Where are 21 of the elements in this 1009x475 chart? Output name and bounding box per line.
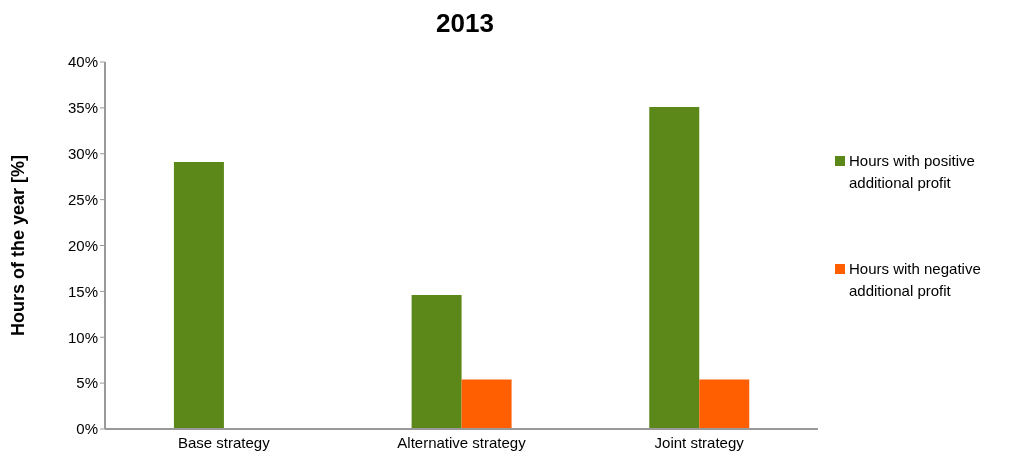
y-tick-label: 15% — [67, 282, 98, 300]
y-tick-label: 30% — [67, 145, 98, 163]
y-tick-label: 20% — [67, 236, 98, 254]
legend-label: Hours with positive additional profit — [849, 151, 976, 193]
y-tick-label: 5% — [76, 374, 98, 392]
bar — [699, 379, 750, 429]
legend-label: Hours with negative additional profit — [849, 259, 982, 301]
x-tick-label: Alternative strategy — [397, 433, 527, 451]
x-tick-label: Base strategy — [177, 433, 271, 451]
bar — [173, 162, 224, 429]
y-axis-title: Hours of the year [%] — [8, 154, 29, 337]
y-tick-label: 35% — [67, 99, 98, 117]
bar — [411, 295, 462, 429]
chart-title: 2013 — [435, 8, 495, 39]
y-tick-label: 25% — [67, 190, 98, 208]
bar — [461, 379, 512, 429]
y-tick-label: 0% — [76, 420, 98, 438]
y-tick-label: 10% — [67, 328, 98, 346]
x-tick-label: Joint strategy — [654, 433, 745, 451]
bar — [649, 106, 700, 429]
y-tick-label: 40% — [67, 53, 98, 71]
